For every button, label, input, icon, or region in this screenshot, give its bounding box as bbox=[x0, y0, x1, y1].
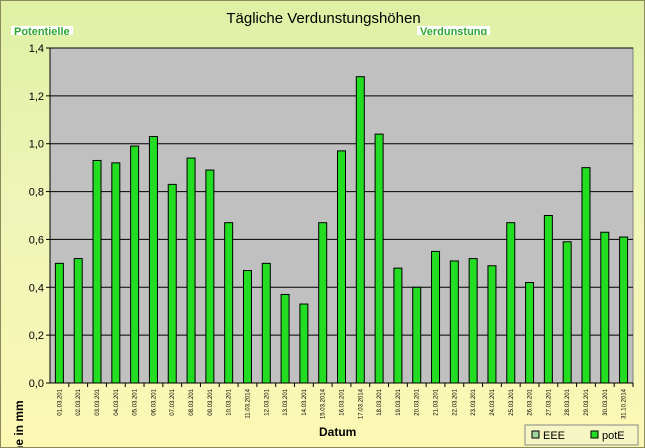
bars bbox=[54, 76, 629, 384]
x-tick-label: 20.03.201 bbox=[415, 388, 421, 415]
legend-entry: EEE bbox=[543, 430, 565, 442]
bar bbox=[374, 133, 384, 384]
bar bbox=[619, 236, 629, 384]
x-tick-label: 18.03.201 bbox=[377, 388, 383, 415]
bar bbox=[543, 215, 553, 384]
x-tick-label: 19.03.201 bbox=[396, 388, 402, 415]
bar bbox=[562, 241, 572, 384]
x-tick-label: 27.03.201 bbox=[546, 388, 552, 415]
stray-label-right: Verdunstung bbox=[417, 26, 491, 35]
legend-swatch bbox=[531, 430, 540, 439]
bar bbox=[581, 167, 591, 384]
legend-box bbox=[524, 424, 639, 446]
bar bbox=[487, 265, 497, 384]
bar bbox=[54, 262, 64, 384]
x-axis-ticks: 01.03.201 02.03.201 03.03.201 04.03.201 05.0… bbox=[57, 383, 634, 419]
bar bbox=[261, 262, 271, 384]
x-tick-label: 12.03.201 bbox=[264, 388, 270, 415]
bar bbox=[431, 250, 441, 384]
x-tick-label: 30.03.201 bbox=[603, 388, 609, 415]
bar bbox=[412, 286, 422, 384]
bar bbox=[224, 222, 234, 384]
x-axis-label: Datum bbox=[319, 425, 357, 439]
x-tick-label: 04.03.201 bbox=[114, 388, 120, 415]
x-tick-label: 03.03.201 bbox=[95, 388, 101, 415]
bar bbox=[355, 76, 365, 384]
x-tick-label: 07.03.201 bbox=[170, 388, 176, 415]
legend-swatch bbox=[590, 430, 599, 439]
x-tick-label: 13.03.201 bbox=[283, 388, 289, 415]
x-tick-label: 22.03.201 bbox=[452, 388, 458, 415]
bar bbox=[73, 258, 83, 384]
bar bbox=[242, 270, 252, 384]
bar bbox=[148, 136, 158, 384]
x-tick-label: 09.03.201 bbox=[208, 388, 214, 415]
y-tick-label: 1,2 bbox=[29, 91, 44, 103]
bar bbox=[92, 159, 102, 384]
bar bbox=[337, 150, 346, 384]
y-tick-label: 0,8 bbox=[29, 187, 44, 199]
x-tick-label: 21.03.201 bbox=[434, 388, 440, 415]
bar bbox=[280, 293, 290, 384]
x-tick-label: 11.03.2014 bbox=[245, 388, 251, 418]
bar bbox=[600, 231, 610, 384]
bar bbox=[111, 162, 121, 384]
legend: EEE potE bbox=[524, 424, 639, 446]
x-tick-label: 31.10.2014 bbox=[622, 388, 628, 419]
y-tick-label: 0,6 bbox=[29, 234, 44, 246]
x-tick-label: 15.03.2014 bbox=[321, 388, 327, 419]
x-tick-label: 25.03.201 bbox=[509, 388, 515, 415]
x-tick-label: 05.03.201 bbox=[133, 388, 139, 415]
legend-entry: potE bbox=[602, 430, 625, 442]
bar bbox=[167, 183, 177, 384]
y-axis-label: Höhe in mm bbox=[12, 400, 26, 448]
x-tick-label: 17.03.2014 bbox=[358, 388, 364, 419]
x-tick-label: 23.03.201 bbox=[471, 388, 477, 415]
x-tick-label: 01.03.201 bbox=[57, 388, 63, 415]
bar bbox=[525, 282, 535, 384]
x-tick-label: 02.03.201 bbox=[76, 388, 82, 415]
x-tick-label: 24.03.201 bbox=[490, 388, 496, 415]
x-tick-label: 14.03.201 bbox=[302, 388, 308, 415]
stray-label-left: Potentielle bbox=[11, 26, 73, 35]
x-tick-label: 28.03.201 bbox=[565, 388, 571, 415]
bar bbox=[468, 258, 478, 384]
y-tick-label: 0,2 bbox=[29, 330, 44, 342]
y-tick-label: 0,4 bbox=[29, 282, 44, 294]
chart-title: Tägliche Verdunstungshöhen bbox=[226, 10, 421, 27]
y-tick-label: 1,4 bbox=[29, 43, 44, 55]
x-tick-label: 06.03.201 bbox=[151, 388, 157, 415]
y-tick-label: 0,0 bbox=[29, 378, 44, 390]
bar bbox=[506, 222, 516, 384]
x-tick-label: 08.03.201 bbox=[189, 388, 195, 415]
bar bbox=[449, 260, 459, 384]
bar bbox=[130, 145, 140, 384]
x-tick-label: 26.03.201 bbox=[528, 388, 534, 415]
bar bbox=[186, 157, 196, 384]
bar bbox=[393, 267, 403, 384]
bar bbox=[299, 303, 309, 384]
bar bbox=[318, 222, 328, 384]
y-tick-label: 1,0 bbox=[29, 139, 44, 151]
x-tick-label: 10.03.201 bbox=[227, 388, 233, 415]
x-tick-label: 16.03.201 bbox=[340, 388, 346, 415]
x-tick-label: 29.03.201 bbox=[584, 388, 590, 415]
bar bbox=[205, 169, 215, 384]
